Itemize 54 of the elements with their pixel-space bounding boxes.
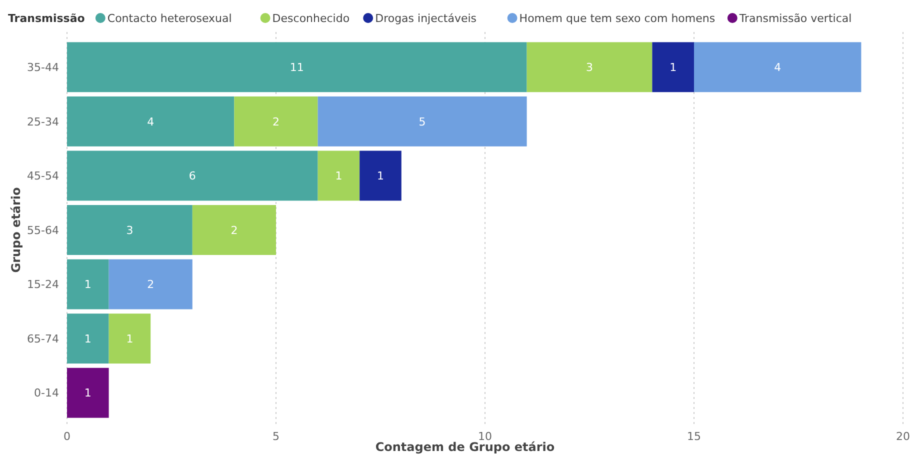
bar xyxy=(67,96,234,146)
bar xyxy=(67,205,192,255)
y-tick-label: 25-34 xyxy=(27,115,59,128)
bar xyxy=(67,259,109,310)
y-tick-label: 35-44 xyxy=(27,60,59,74)
legend-label: Drogas injectáveis xyxy=(375,12,477,25)
data-label: 1 xyxy=(670,60,677,74)
bar xyxy=(67,314,109,364)
y-tick-label: 15-24 xyxy=(27,278,59,292)
data-label: 1 xyxy=(84,386,92,400)
bar xyxy=(67,368,109,418)
data-label: 2 xyxy=(272,115,280,128)
data-label: 4 xyxy=(147,115,154,128)
data-label: 1 xyxy=(84,332,92,346)
legend-label: Desconhecido xyxy=(272,12,350,25)
bar xyxy=(192,205,276,255)
x-tick-label: 0 xyxy=(64,430,70,443)
legend-label: Homem que tem sexo com homens xyxy=(519,12,716,25)
data-label: 2 xyxy=(230,224,238,237)
data-label: 1 xyxy=(335,170,342,183)
data-label: 4 xyxy=(774,60,782,74)
data-label: 5 xyxy=(418,115,426,128)
data-label: 3 xyxy=(586,60,593,74)
bar xyxy=(108,314,151,364)
x-tick-label: 15 xyxy=(687,430,701,443)
bar xyxy=(360,150,402,201)
data-label: 1 xyxy=(84,278,92,292)
legend-label: Contacto heterosexual xyxy=(107,12,232,25)
data-label: 2 xyxy=(147,278,154,292)
bar xyxy=(318,96,527,146)
bar xyxy=(318,150,360,201)
bar xyxy=(67,150,318,201)
bar xyxy=(67,42,527,92)
y-tick-label: 0-14 xyxy=(34,386,59,400)
y-tick-label: 55-64 xyxy=(27,224,59,237)
y-axis-title: Grupo etário xyxy=(9,187,23,273)
y-tick-label: 45-54 xyxy=(27,170,59,183)
x-axis-title: Contagem de Grupo etário xyxy=(375,440,555,454)
bar xyxy=(234,96,318,146)
x-tick-label: 10 xyxy=(478,430,492,443)
bar xyxy=(108,259,192,310)
bar xyxy=(526,42,652,92)
y-tick-label: 65-74 xyxy=(27,332,59,346)
data-label: 1 xyxy=(126,332,134,346)
x-tick-label: 5 xyxy=(272,430,280,443)
x-tick-label: 20 xyxy=(896,430,910,443)
bar xyxy=(652,42,694,92)
data-label: 3 xyxy=(126,224,134,237)
data-label: 6 xyxy=(188,170,196,183)
data-label: 1 xyxy=(377,170,384,183)
data-label: 11 xyxy=(290,60,304,74)
legend-label: Transmissão vertical xyxy=(738,12,852,25)
bar xyxy=(694,42,862,92)
legend-title: Transmissão xyxy=(8,12,86,25)
